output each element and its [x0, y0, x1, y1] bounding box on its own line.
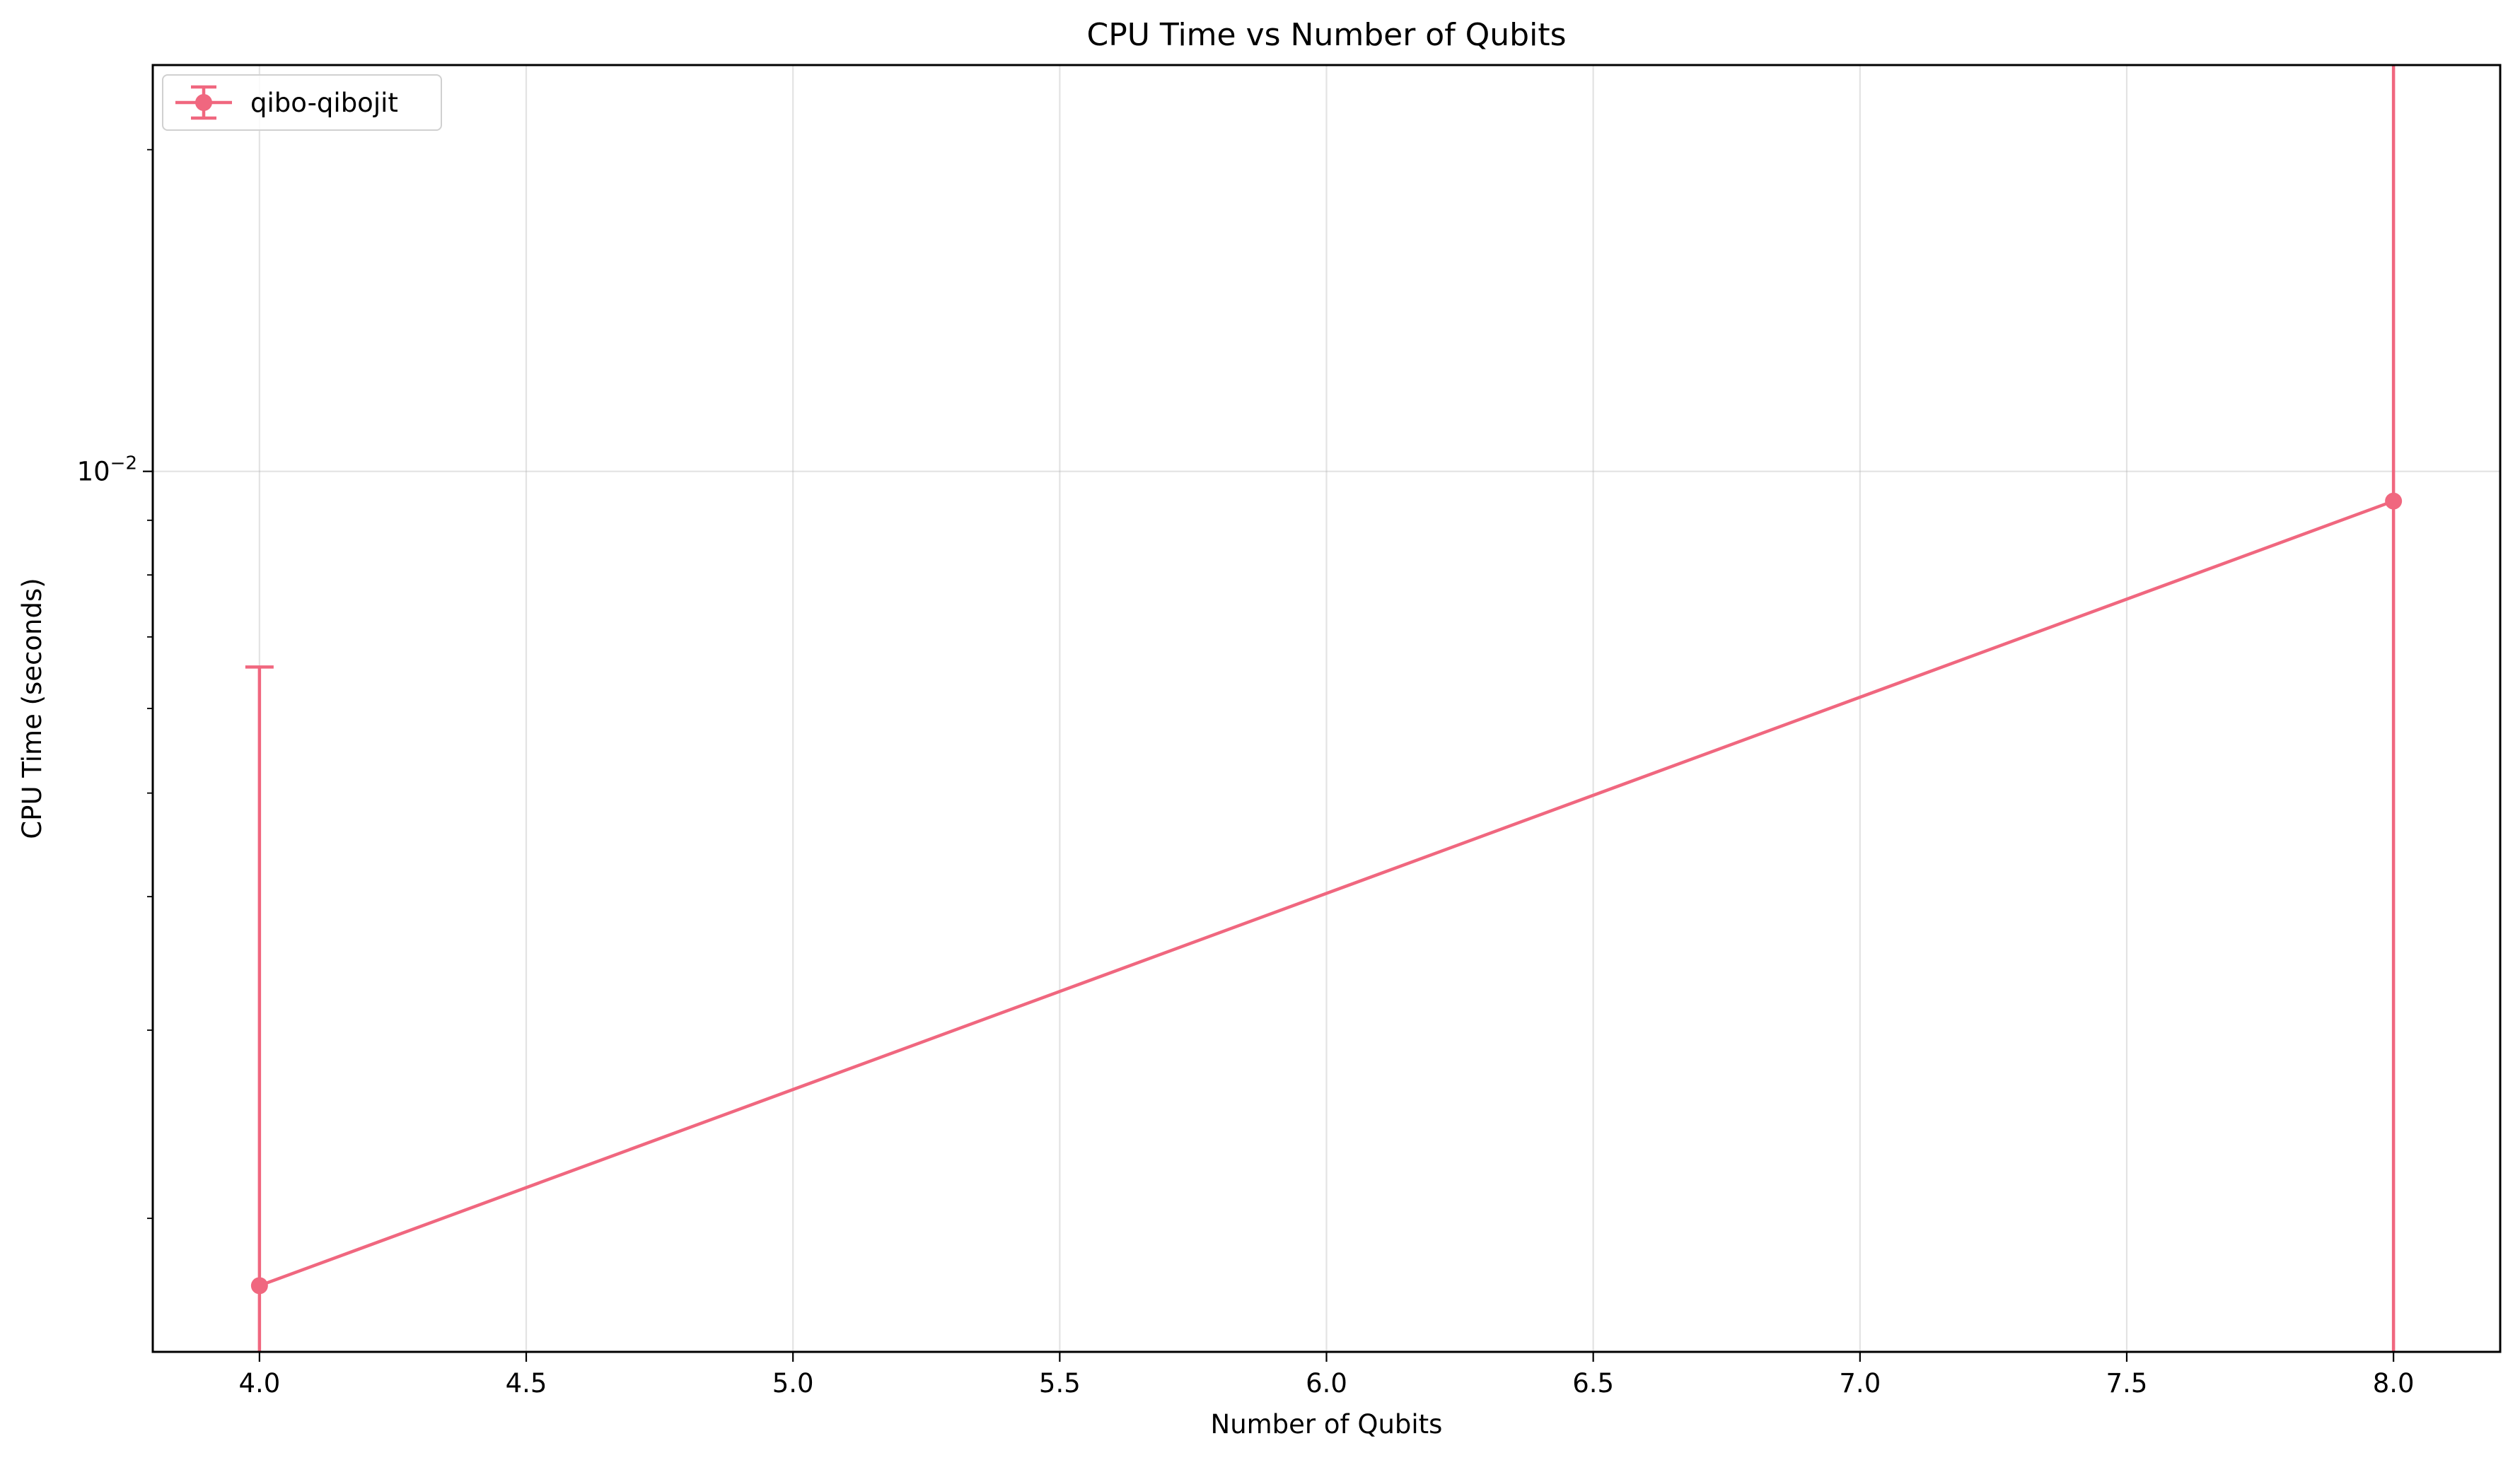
- x-tick-label: 7.5: [2106, 1368, 2148, 1399]
- y-tick-label: 10−2: [77, 453, 137, 487]
- legend-marker: [195, 94, 212, 111]
- legend-label: qibo-qibojit: [250, 88, 398, 118]
- grid: [153, 65, 2500, 1352]
- x-tick-label: 5.5: [1039, 1368, 1081, 1399]
- y-tick-label-base: 10: [77, 457, 110, 487]
- x-tick-label: 6.0: [1306, 1368, 1347, 1399]
- chart-title: CPU Time vs Number of Qubits: [1086, 17, 1566, 53]
- plot-data: [245, 65, 2403, 1352]
- data-point: [250, 1277, 268, 1295]
- x-tick-label: 8.0: [2373, 1368, 2415, 1399]
- y-axis-label: CPU Time (seconds): [17, 578, 47, 839]
- series-line: [259, 499, 2394, 1288]
- x-tick-label: 6.5: [1572, 1368, 1614, 1399]
- x-axis-ticks: 4.0 4.5 5.0 5.5 6.0 6.5 7.0 7.5 8.0: [238, 1352, 2415, 1399]
- x-axis-label: Number of Qubits: [1211, 1409, 1443, 1440]
- series-group: [245, 65, 2403, 1352]
- legend-box: [162, 74, 442, 131]
- x-tick-label: 4.0: [238, 1368, 280, 1399]
- y-tick-label-exponent: −2: [110, 453, 137, 474]
- x-tick-label: 4.5: [506, 1368, 547, 1399]
- x-tick-label: 5.0: [772, 1368, 814, 1399]
- data-point: [2385, 492, 2403, 510]
- legend: qibo-qibojit: [162, 74, 442, 131]
- x-tick-label: 7.0: [1839, 1368, 1881, 1399]
- y-axis-ticks: 10−2: [77, 453, 153, 487]
